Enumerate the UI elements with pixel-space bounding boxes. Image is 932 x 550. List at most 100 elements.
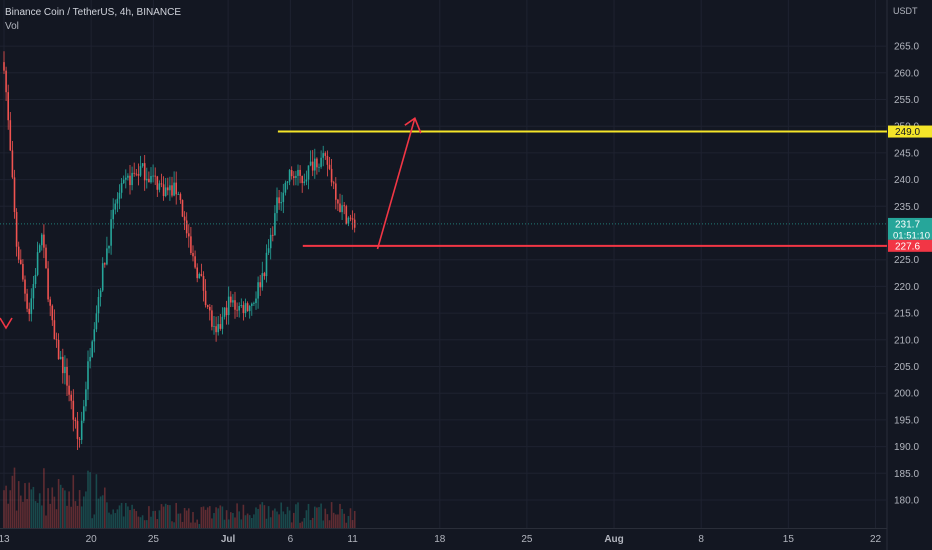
candle-body: [11, 150, 14, 178]
candle: [265, 244, 268, 283]
volume-bar: [324, 508, 327, 528]
time-axis[interactable]: 13 20 25 Jul 6 11 18 25 Aug 8 15 22: [0, 534, 881, 545]
volume-bar: [26, 499, 28, 528]
volume-bar: [148, 506, 150, 528]
candle: [314, 148, 316, 179]
projection-arrow[interactable]: [376, 117, 416, 250]
volume-bar: [101, 495, 104, 528]
price-axis[interactable]: 180.0 185.0 190.0 195.0 200.0 205.0 210.0 215.0…: [888, 6, 932, 507]
support-price-label[interactable]: 227.6: [895, 241, 920, 252]
volume-bar: [227, 519, 230, 528]
volume-bar: [20, 495, 22, 528]
candle-body: [68, 385, 70, 395]
volume-bar: [47, 488, 49, 528]
candle: [146, 167, 148, 189]
volume-bar: [330, 502, 333, 528]
candle: [24, 275, 26, 302]
candle-body: [227, 296, 230, 316]
candle-body: [133, 172, 135, 174]
volume-bar: [307, 503, 310, 528]
candle-body: [349, 217, 352, 219]
candle-body: [190, 236, 192, 253]
candle-body: [311, 161, 314, 171]
candle: [5, 66, 7, 102]
candle-body: [156, 176, 159, 190]
volume-bar: [276, 511, 278, 528]
volume-bar: [314, 506, 316, 528]
candle-body: [143, 163, 146, 181]
candle-body: [28, 308, 30, 315]
candle: [225, 300, 228, 325]
candle: [49, 296, 51, 317]
current-price-label[interactable]: 231.7: [895, 219, 920, 230]
volume-bar: [286, 506, 289, 528]
symbol-title[interactable]: Binance Coin / TetherUS, 4h, BINANCE: [5, 7, 182, 18]
candle-body: [97, 296, 100, 314]
candle-body: [276, 197, 278, 214]
candle: [80, 411, 83, 445]
candle-body: [282, 192, 285, 203]
candle: [303, 173, 306, 186]
candle-body: [272, 234, 274, 236]
candle-body: [324, 153, 327, 156]
candle: [78, 436, 81, 448]
volume-bar: [335, 514, 337, 528]
candle: [62, 348, 64, 384]
volume-bar: [5, 485, 7, 528]
candle: [154, 167, 156, 186]
candle: [152, 164, 154, 183]
time-tick-label: 15: [783, 534, 795, 545]
volume-indicator-label[interactable]: Vol: [5, 21, 19, 32]
candle-body: [246, 303, 249, 312]
candle-body: [53, 320, 56, 340]
volume-bar: [51, 487, 54, 528]
candle: [215, 316, 217, 342]
candle-body: [343, 205, 345, 207]
resistance-price-label[interactable]: 249.0: [895, 127, 920, 138]
candle: [286, 180, 289, 190]
volume-bar: [104, 487, 106, 528]
candle: [85, 381, 87, 412]
candle-body: [255, 298, 257, 304]
volume-bar: [110, 514, 112, 528]
volume-bar: [240, 519, 243, 528]
candle-body: [303, 181, 306, 183]
candle: [3, 51, 5, 75]
candle: [234, 291, 236, 319]
candle-body: [114, 203, 117, 210]
candle: [114, 199, 117, 215]
price-axis-unit[interactable]: USDT: [893, 6, 918, 16]
candle-body: [215, 326, 217, 333]
candle-body: [43, 234, 45, 248]
candle-body: [257, 282, 259, 299]
candle-body: [181, 200, 184, 217]
volume-bar: [114, 513, 117, 528]
candle-body: [13, 177, 16, 213]
candle-body: [127, 175, 129, 178]
price-tick-label: 205.0: [894, 362, 919, 373]
candle: [41, 232, 43, 251]
time-tick-label: 18: [434, 534, 446, 545]
volume-bar: [337, 514, 339, 528]
candle-body: [139, 166, 142, 176]
volume-bar: [169, 505, 171, 528]
candle: [276, 187, 278, 222]
volume-bar: [59, 484, 62, 528]
candle: [34, 267, 37, 289]
candle-body: [318, 166, 320, 168]
volume-bars: [3, 467, 356, 528]
candle: [135, 168, 138, 177]
candle-body: [242, 305, 245, 314]
price-tick-label: 215.0: [894, 309, 919, 320]
candle: [99, 287, 102, 307]
candle-body: [244, 303, 247, 314]
candle: [9, 112, 12, 152]
volume-bar: [76, 505, 79, 528]
candle: [219, 313, 222, 331]
volume-bar: [238, 511, 240, 528]
time-tick-label: 20: [86, 534, 98, 545]
price-tick-label: 265.0: [894, 42, 919, 53]
drawings[interactable]: [0, 116, 887, 330]
volume-bar: [351, 520, 354, 528]
